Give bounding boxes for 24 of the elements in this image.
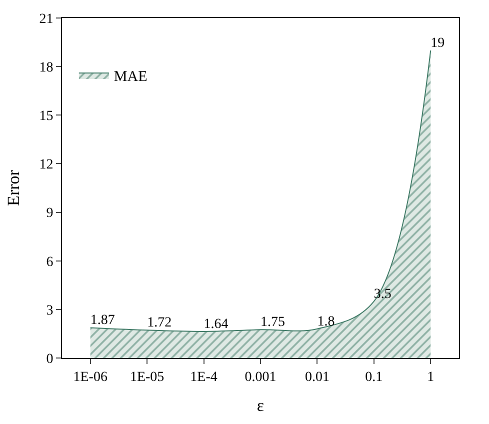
x-tick-label: 0.01 bbox=[304, 370, 330, 385]
x-tick-label: 0.1 bbox=[365, 370, 383, 385]
y-tick-label: 15 bbox=[39, 109, 54, 124]
data-label: 1.64 bbox=[204, 316, 228, 332]
y-tick-label: 3 bbox=[46, 303, 54, 318]
x-tick-label: 0.001 bbox=[244, 370, 276, 385]
y-tick-label: 0 bbox=[46, 352, 54, 367]
data-label: 1.87 bbox=[90, 313, 115, 328]
x-tick-label: 1 bbox=[427, 370, 434, 385]
y-axis-title: Error bbox=[4, 170, 23, 206]
data-label: 19 bbox=[430, 36, 445, 51]
x-tick-label: 1E-05 bbox=[130, 370, 164, 385]
y-tick-label: 6 bbox=[46, 254, 54, 270]
data-label: 1.8 bbox=[317, 314, 335, 330]
data-label: 1.72 bbox=[147, 316, 172, 331]
y-tick-label: 18 bbox=[39, 60, 54, 76]
y-tick-label: 12 bbox=[39, 158, 54, 173]
data-label: 1.75 bbox=[260, 315, 285, 330]
y-tick-label: 9 bbox=[46, 206, 54, 222]
x-tick-label: 1E-06 bbox=[73, 370, 108, 385]
legend-label: MAE bbox=[114, 68, 148, 85]
y-tick-label: 21 bbox=[39, 12, 54, 27]
x-axis-title: ε bbox=[256, 396, 264, 416]
x-tick-label: 1E-4 bbox=[190, 370, 218, 385]
